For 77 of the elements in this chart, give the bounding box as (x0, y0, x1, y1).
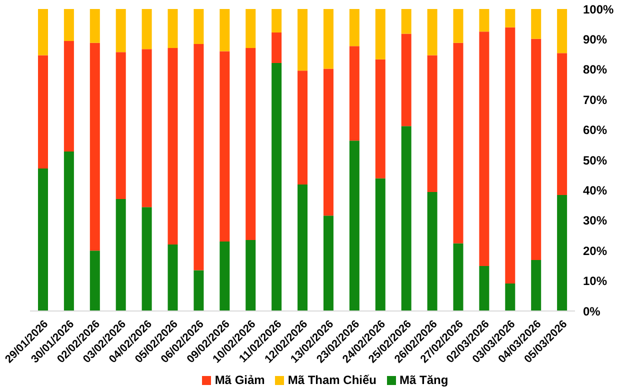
bar (64, 41, 74, 152)
bar (90, 250, 100, 311)
bar (453, 243, 464, 311)
bar (323, 216, 334, 311)
y-tick-label: 30% (583, 214, 608, 228)
bar (298, 70, 308, 184)
bar (90, 9, 100, 43)
y-tick-label: 0% (583, 304, 601, 318)
bar (557, 9, 568, 54)
y-tick-label: 100% (583, 2, 614, 16)
bar (479, 32, 490, 266)
bar (38, 168, 48, 311)
legend-label: Mã Tăng (400, 373, 448, 387)
bar (194, 9, 204, 44)
y-tick-label: 70% (583, 92, 608, 107)
bar (298, 9, 308, 71)
bar (64, 152, 74, 311)
bar (531, 9, 542, 39)
bar (349, 9, 360, 46)
legend-label: Mã Tham Chiếu (288, 373, 377, 387)
bar (168, 244, 178, 311)
bar (116, 52, 126, 199)
bar (272, 32, 282, 64)
bar (557, 195, 568, 311)
bar (220, 51, 230, 242)
y-tick-label: 50% (583, 153, 608, 168)
bar (505, 284, 516, 311)
bar (375, 59, 386, 178)
bar (505, 27, 516, 284)
bar (453, 9, 464, 43)
bar (323, 68, 334, 216)
bar (453, 42, 464, 244)
bar (64, 9, 74, 42)
y-tick-label: 90% (583, 32, 608, 46)
bar (401, 9, 412, 34)
bar (298, 184, 308, 311)
y-tick-label: 10% (583, 274, 608, 288)
bar (531, 38, 542, 260)
legend-label: Mã Giảm (214, 373, 265, 387)
bar (349, 140, 360, 311)
bar (194, 44, 204, 270)
bar (168, 9, 178, 48)
y-tick-label: 60% (583, 123, 608, 138)
bar (401, 126, 412, 311)
bar (427, 55, 438, 192)
bar (375, 178, 386, 311)
bar (168, 48, 178, 245)
bar (246, 9, 256, 48)
bar (531, 260, 542, 311)
bar (220, 9, 230, 52)
bar (427, 9, 438, 56)
bar (505, 9, 516, 28)
bar (557, 53, 568, 196)
bar (349, 46, 360, 141)
bar (142, 49, 152, 208)
y-tick-label: 40% (583, 183, 608, 198)
bar (194, 270, 204, 311)
bar (90, 42, 100, 251)
bar (427, 192, 438, 311)
bar (272, 63, 282, 311)
y-tick-label: 20% (583, 244, 608, 258)
bar (375, 9, 386, 60)
bar (272, 9, 282, 33)
bar (246, 240, 256, 311)
y-tick-label: 80% (583, 62, 608, 77)
bar (116, 9, 126, 52)
bar (479, 9, 490, 32)
bar (38, 9, 48, 56)
bar (38, 55, 48, 168)
bar (142, 207, 152, 311)
bar (323, 9, 334, 69)
bar (116, 198, 126, 311)
bar (142, 9, 152, 50)
bar (220, 242, 230, 311)
bar (401, 34, 412, 126)
bar (246, 48, 256, 240)
bar (479, 266, 490, 311)
